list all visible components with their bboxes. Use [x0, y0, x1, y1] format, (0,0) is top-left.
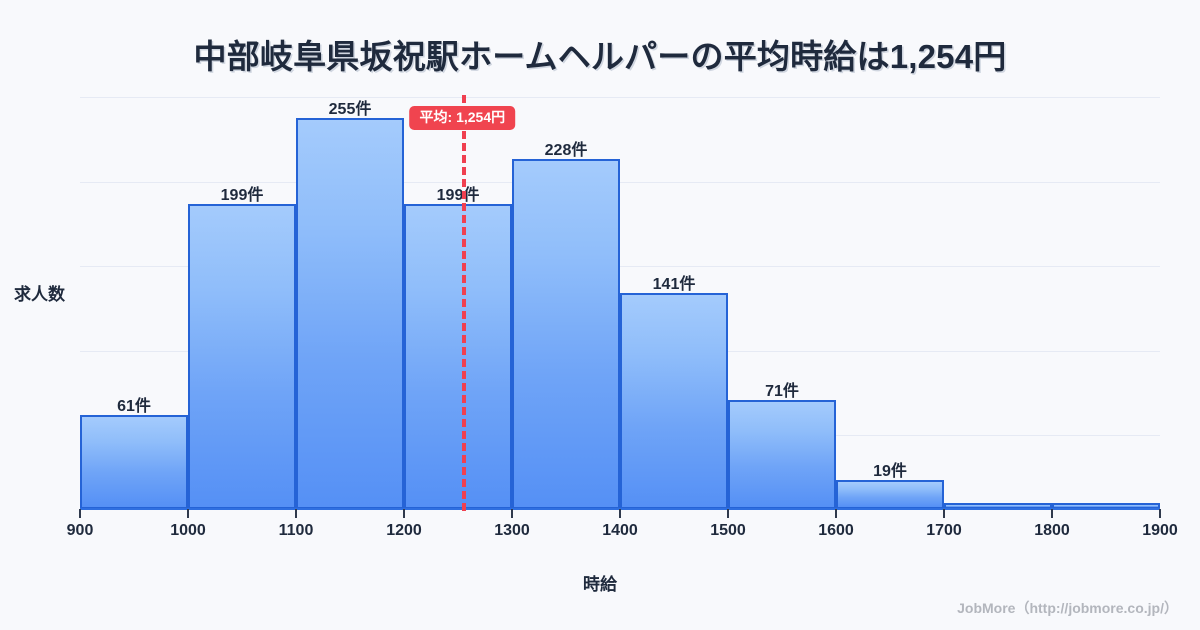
bar-value-label: 19件 [873, 462, 907, 480]
histogram-bar [1052, 502, 1160, 509]
histogram-bar [404, 203, 512, 509]
x-tick-mark [295, 509, 297, 518]
bar-value-label: 255件 [328, 101, 372, 118]
x-tick-label: 1100 [278, 522, 314, 539]
x-tick-label: 1800 [1034, 522, 1070, 539]
mean-value-badge: 平均: 1,254円 [409, 106, 516, 131]
histogram-bar [836, 479, 944, 509]
x-axis-title: 時給 [583, 575, 617, 594]
x-tick-mark [1159, 509, 1161, 518]
gridline [80, 266, 1160, 267]
histogram-bar [296, 118, 404, 509]
x-tick-mark [511, 509, 513, 518]
x-tick-label: 1700 [926, 522, 962, 539]
gridline [80, 97, 1160, 98]
x-tick-label: 900 [66, 522, 94, 539]
histogram-bar [728, 400, 836, 509]
x-tick-mark [403, 509, 405, 518]
mean-line-marker [462, 95, 467, 511]
bar-value-label: 199件 [220, 186, 264, 204]
footer-credit: JobMore（http://jobmore.co.jp/） [957, 600, 1178, 616]
x-tick-label: 1200 [386, 522, 422, 539]
bar-value-label: 141件 [652, 275, 696, 293]
y-axis-title: 求人数 [14, 285, 65, 304]
bar-value-label: 199件 [436, 186, 480, 204]
gridline [80, 182, 1160, 183]
histogram-bar [512, 159, 620, 509]
x-tick-label: 1000 [170, 522, 206, 539]
bar-value-label: 228件 [544, 142, 588, 160]
histogram-bar [188, 203, 296, 509]
plot-area [80, 95, 1160, 509]
x-tick-mark [79, 509, 81, 518]
x-tick-label: 1600 [818, 522, 854, 539]
x-tick-mark [619, 509, 621, 518]
x-tick-mark [943, 509, 945, 518]
x-tick-mark [727, 509, 729, 518]
x-tick-mark [187, 509, 189, 518]
bar-value-label: 61件 [117, 398, 151, 416]
bar-value-label: 71件 [765, 383, 799, 401]
x-tick-label: 1500 [710, 522, 746, 539]
x-tick-mark [835, 509, 837, 518]
x-tick-label: 1300 [494, 522, 530, 539]
x-tick-label: 1400 [602, 522, 638, 539]
x-tick-mark [1051, 509, 1053, 518]
histogram-bar [80, 415, 188, 509]
histogram-bar [944, 502, 1052, 509]
histogram-bar [620, 292, 728, 509]
chart-title: 中部岐阜県坂祝駅ホームヘルパーの平均時給は1,254円 [193, 38, 1007, 75]
x-tick-label: 1900 [1142, 522, 1178, 539]
